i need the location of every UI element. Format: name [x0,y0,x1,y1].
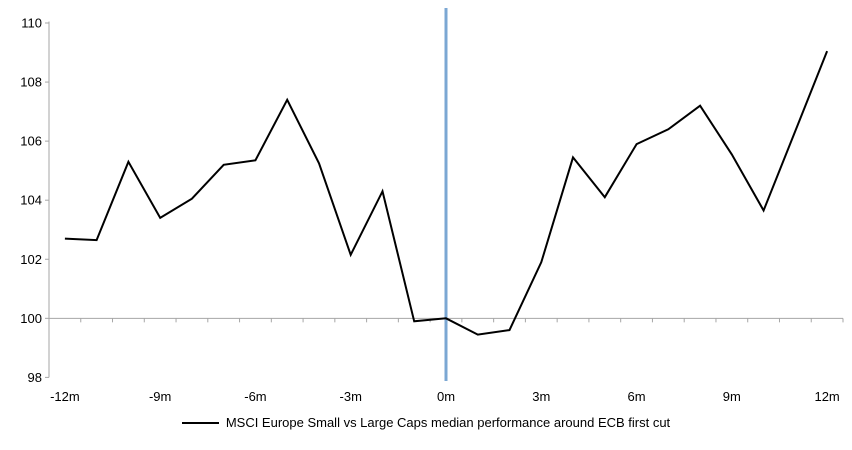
y-tick-label: 100 [20,311,42,326]
y-tick-label: 102 [20,252,42,267]
x-tick-label: -3m [340,389,362,404]
x-tick-label: 9m [723,389,741,404]
x-tick-label: 6m [628,389,646,404]
y-tick-label: 98 [28,370,42,385]
x-tick-label: 0m [437,389,455,404]
y-tick-label: 110 [21,16,42,31]
x-tick-label: 3m [532,389,550,404]
chart-legend: MSCI Europe Small vs Large Caps median p… [0,415,852,430]
y-tick-label: 106 [20,134,42,149]
y-tick-label: 104 [20,193,42,208]
x-tick-label: -6m [244,389,266,404]
legend-line-swatch [181,421,219,424]
x-tick-label: -12m [50,389,80,404]
y-tick-label: 108 [20,75,42,90]
x-tick-label: -9m [149,389,171,404]
legend-label: MSCI Europe Small vs Large Caps median p… [225,415,671,430]
x-tick-label: 12m [814,389,839,404]
series-line [64,50,829,336]
